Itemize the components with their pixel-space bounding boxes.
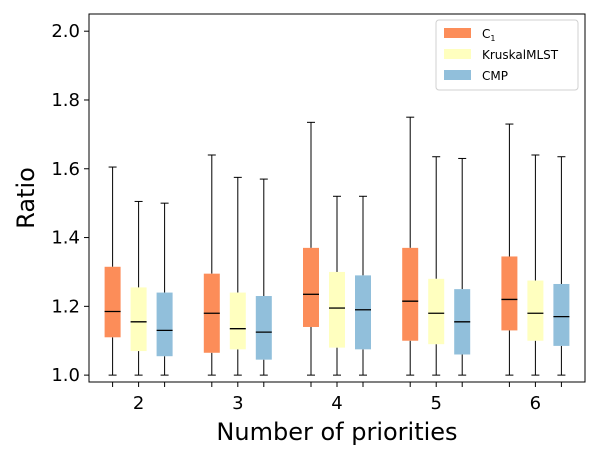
box-body xyxy=(329,271,345,348)
y-tick-label: 1.8 xyxy=(51,90,80,111)
box-kruskalmlst-6 xyxy=(527,154,544,376)
box-cmp-2 xyxy=(156,202,173,376)
plot-frame xyxy=(88,13,586,383)
y-axis-ticks: 1.0 1.2 1.4 1.6 1.8 2.0 xyxy=(51,21,89,386)
y-tick-label: 1.2 xyxy=(51,296,80,317)
y-axis-title: Ratio xyxy=(12,167,40,229)
legend-box xyxy=(435,19,579,91)
box-cmp-3 xyxy=(255,178,272,376)
y-tick-label: 1.0 xyxy=(51,365,80,386)
box-kruskalmlst-2 xyxy=(130,200,147,376)
box-c-5 xyxy=(402,116,419,376)
y-tick-label: 2.0 xyxy=(51,21,80,42)
x-axis-ticks: 2 3 4 5 6 xyxy=(112,382,562,414)
box-c-4 xyxy=(303,121,319,376)
box-kruskalmlst-3 xyxy=(229,176,246,376)
box-c-6 xyxy=(501,123,518,376)
box-body xyxy=(229,292,246,350)
x-axis-title: Number of priorities xyxy=(216,418,457,446)
box-body xyxy=(255,296,272,360)
legend-swatch xyxy=(444,28,471,38)
box-c-2 xyxy=(104,166,121,376)
x-tick-label: 6 xyxy=(530,393,541,414)
box-body xyxy=(104,266,121,338)
box-body xyxy=(156,292,173,357)
box-body xyxy=(428,278,445,345)
box-body xyxy=(130,287,147,352)
box-cmp-5 xyxy=(454,157,471,376)
chart-marks xyxy=(104,116,570,376)
box-body xyxy=(355,275,371,350)
legend-swatch xyxy=(444,70,471,80)
box-cmp-4 xyxy=(355,195,371,376)
x-tick-label: 5 xyxy=(430,393,441,414)
box-kruskalmlst-4 xyxy=(329,195,345,376)
y-tick-label: 1.4 xyxy=(51,228,80,249)
box-body xyxy=(501,256,518,331)
x-tick-label: 3 xyxy=(232,393,243,414)
box-cmp-6 xyxy=(553,156,570,376)
x-tick-label: 4 xyxy=(331,393,342,414)
box-body xyxy=(303,247,319,327)
box-kruskalmlst-5 xyxy=(428,156,445,376)
legend-label: KruskalMLST xyxy=(482,48,559,62)
legend-label-subscript: 1 xyxy=(490,34,495,43)
box-c-3 xyxy=(203,154,220,376)
box-body xyxy=(402,247,419,341)
box-body xyxy=(527,280,544,341)
box-body xyxy=(553,283,570,346)
y-tick-label: 1.6 xyxy=(51,159,80,180)
legend-swatch xyxy=(444,49,471,59)
legend-label: CMP xyxy=(482,69,508,83)
x-tick-label: 2 xyxy=(133,393,144,414)
